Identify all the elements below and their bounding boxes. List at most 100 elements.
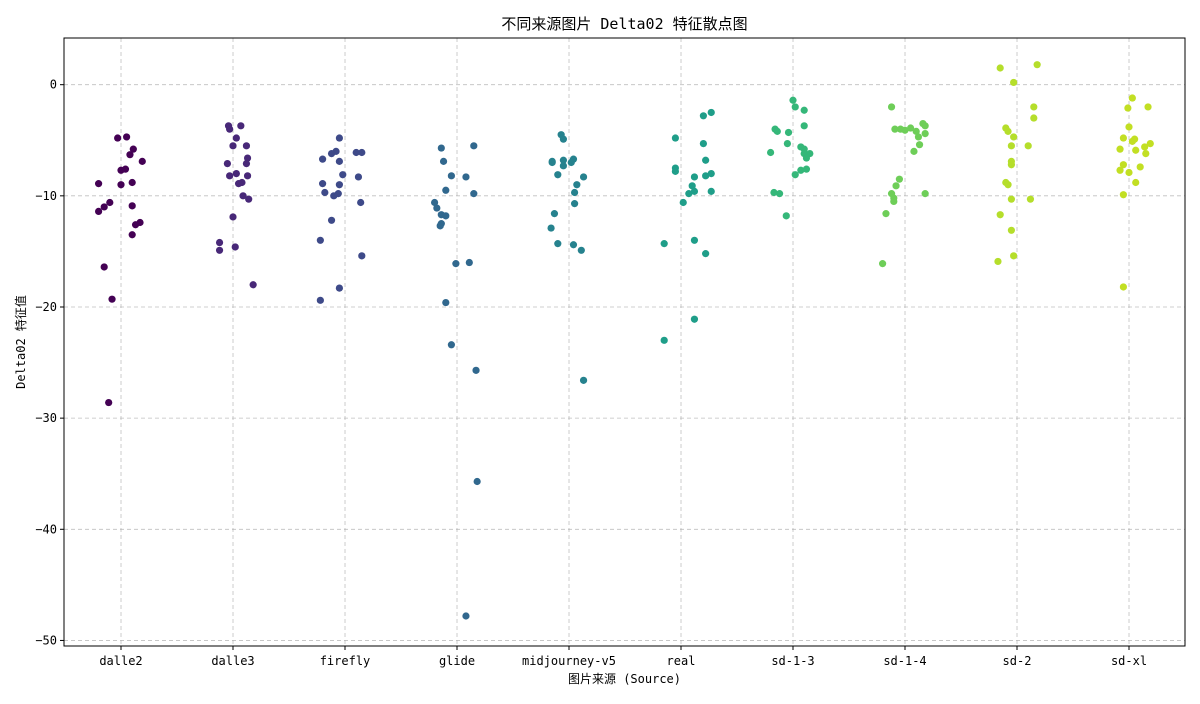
data-point [784,128,793,137]
data-point [775,190,784,198]
data-point [1128,94,1136,102]
data-point [559,135,568,143]
data-point [1144,103,1152,111]
data-point [1116,166,1124,174]
data-point [358,252,366,260]
data-point [327,216,336,224]
data-point [1146,139,1154,148]
data-point [231,243,239,251]
data-point [707,108,715,117]
data-point [791,103,799,111]
data-point [95,180,103,188]
data-point [699,139,708,148]
data-point [1124,104,1132,112]
data-point [550,210,559,218]
data-point [100,263,108,271]
y-tick-label: −40 [35,522,57,536]
data-point [357,198,365,207]
data-point [117,181,125,189]
data-point [1136,163,1144,171]
data-point [106,198,114,207]
data-point [223,160,231,168]
data-point [462,173,470,181]
data-point [319,180,327,188]
data-point [882,210,890,218]
y-tick-label: −30 [35,411,57,425]
data-point [1119,191,1127,199]
data-point [770,188,778,197]
data-point [1004,127,1012,135]
data-point [123,133,131,141]
ticks-layer: 0 −10 −20 −30 −40 −50 dalle2 dalle3 firefly glide… [35,78,1147,668]
data-point [442,212,450,220]
data-point [1132,146,1140,154]
data-point [660,240,668,248]
data-point [431,198,439,207]
data-point [472,366,480,374]
data-point [554,240,562,248]
data-point [1125,168,1133,177]
data-point [1007,195,1016,203]
x-tick-label: real [667,654,696,668]
data-point [473,477,481,486]
x-tick-label: glide [439,654,475,668]
data-point [1010,252,1018,260]
y-axis-label: Delta02 特征值 [13,295,28,389]
data-point [559,162,568,170]
data-point [1125,123,1133,131]
data-point [577,246,585,254]
data-point [690,315,699,323]
data-point [914,133,923,141]
data-point [690,187,699,195]
data-point [660,336,668,344]
data-point [245,195,253,203]
data-point [1142,149,1150,158]
data-point [243,172,252,180]
y-tick-label: −20 [35,300,57,314]
data-point [229,213,237,221]
x-tick-label: dalle3 [211,654,254,668]
data-point [330,192,338,200]
data-point [579,376,588,384]
data-point [1007,142,1016,150]
data-point [994,257,1002,266]
data-point [335,157,343,165]
data-point [559,156,568,164]
data-point [1119,283,1127,291]
data-point [571,200,579,208]
data-point [1033,61,1041,69]
y-tick-label: −50 [35,633,57,647]
data-point [321,188,329,197]
x-tick-label: midjourney-v5 [522,654,616,668]
data-point [1010,133,1018,141]
data-point [108,295,116,303]
data-point [690,173,699,181]
data-point [1007,226,1016,234]
data-point [699,112,708,120]
grid-layer [64,38,1185,646]
data-point [921,190,929,198]
data-point [128,178,136,187]
data-point [1131,135,1139,143]
data-point [100,203,108,211]
plot-frame [63,37,1186,647]
data-point [436,222,444,230]
data-point [136,218,144,227]
data-point [352,148,360,157]
data-point [470,142,478,150]
chart-title: 不同来源图片 Delta02 特征散点图 [501,15,747,33]
data-point [232,170,240,178]
data-point [339,171,347,179]
series-sd-xl [1116,94,1154,291]
data-point [1030,103,1038,111]
data-point [1141,143,1149,151]
y-tick-label: −10 [35,189,57,203]
data-point [685,190,693,198]
data-point [215,238,224,247]
data-point [316,236,324,244]
data-point [879,260,887,268]
data-point [215,246,224,254]
data-point [773,127,781,135]
data-point [554,171,562,179]
